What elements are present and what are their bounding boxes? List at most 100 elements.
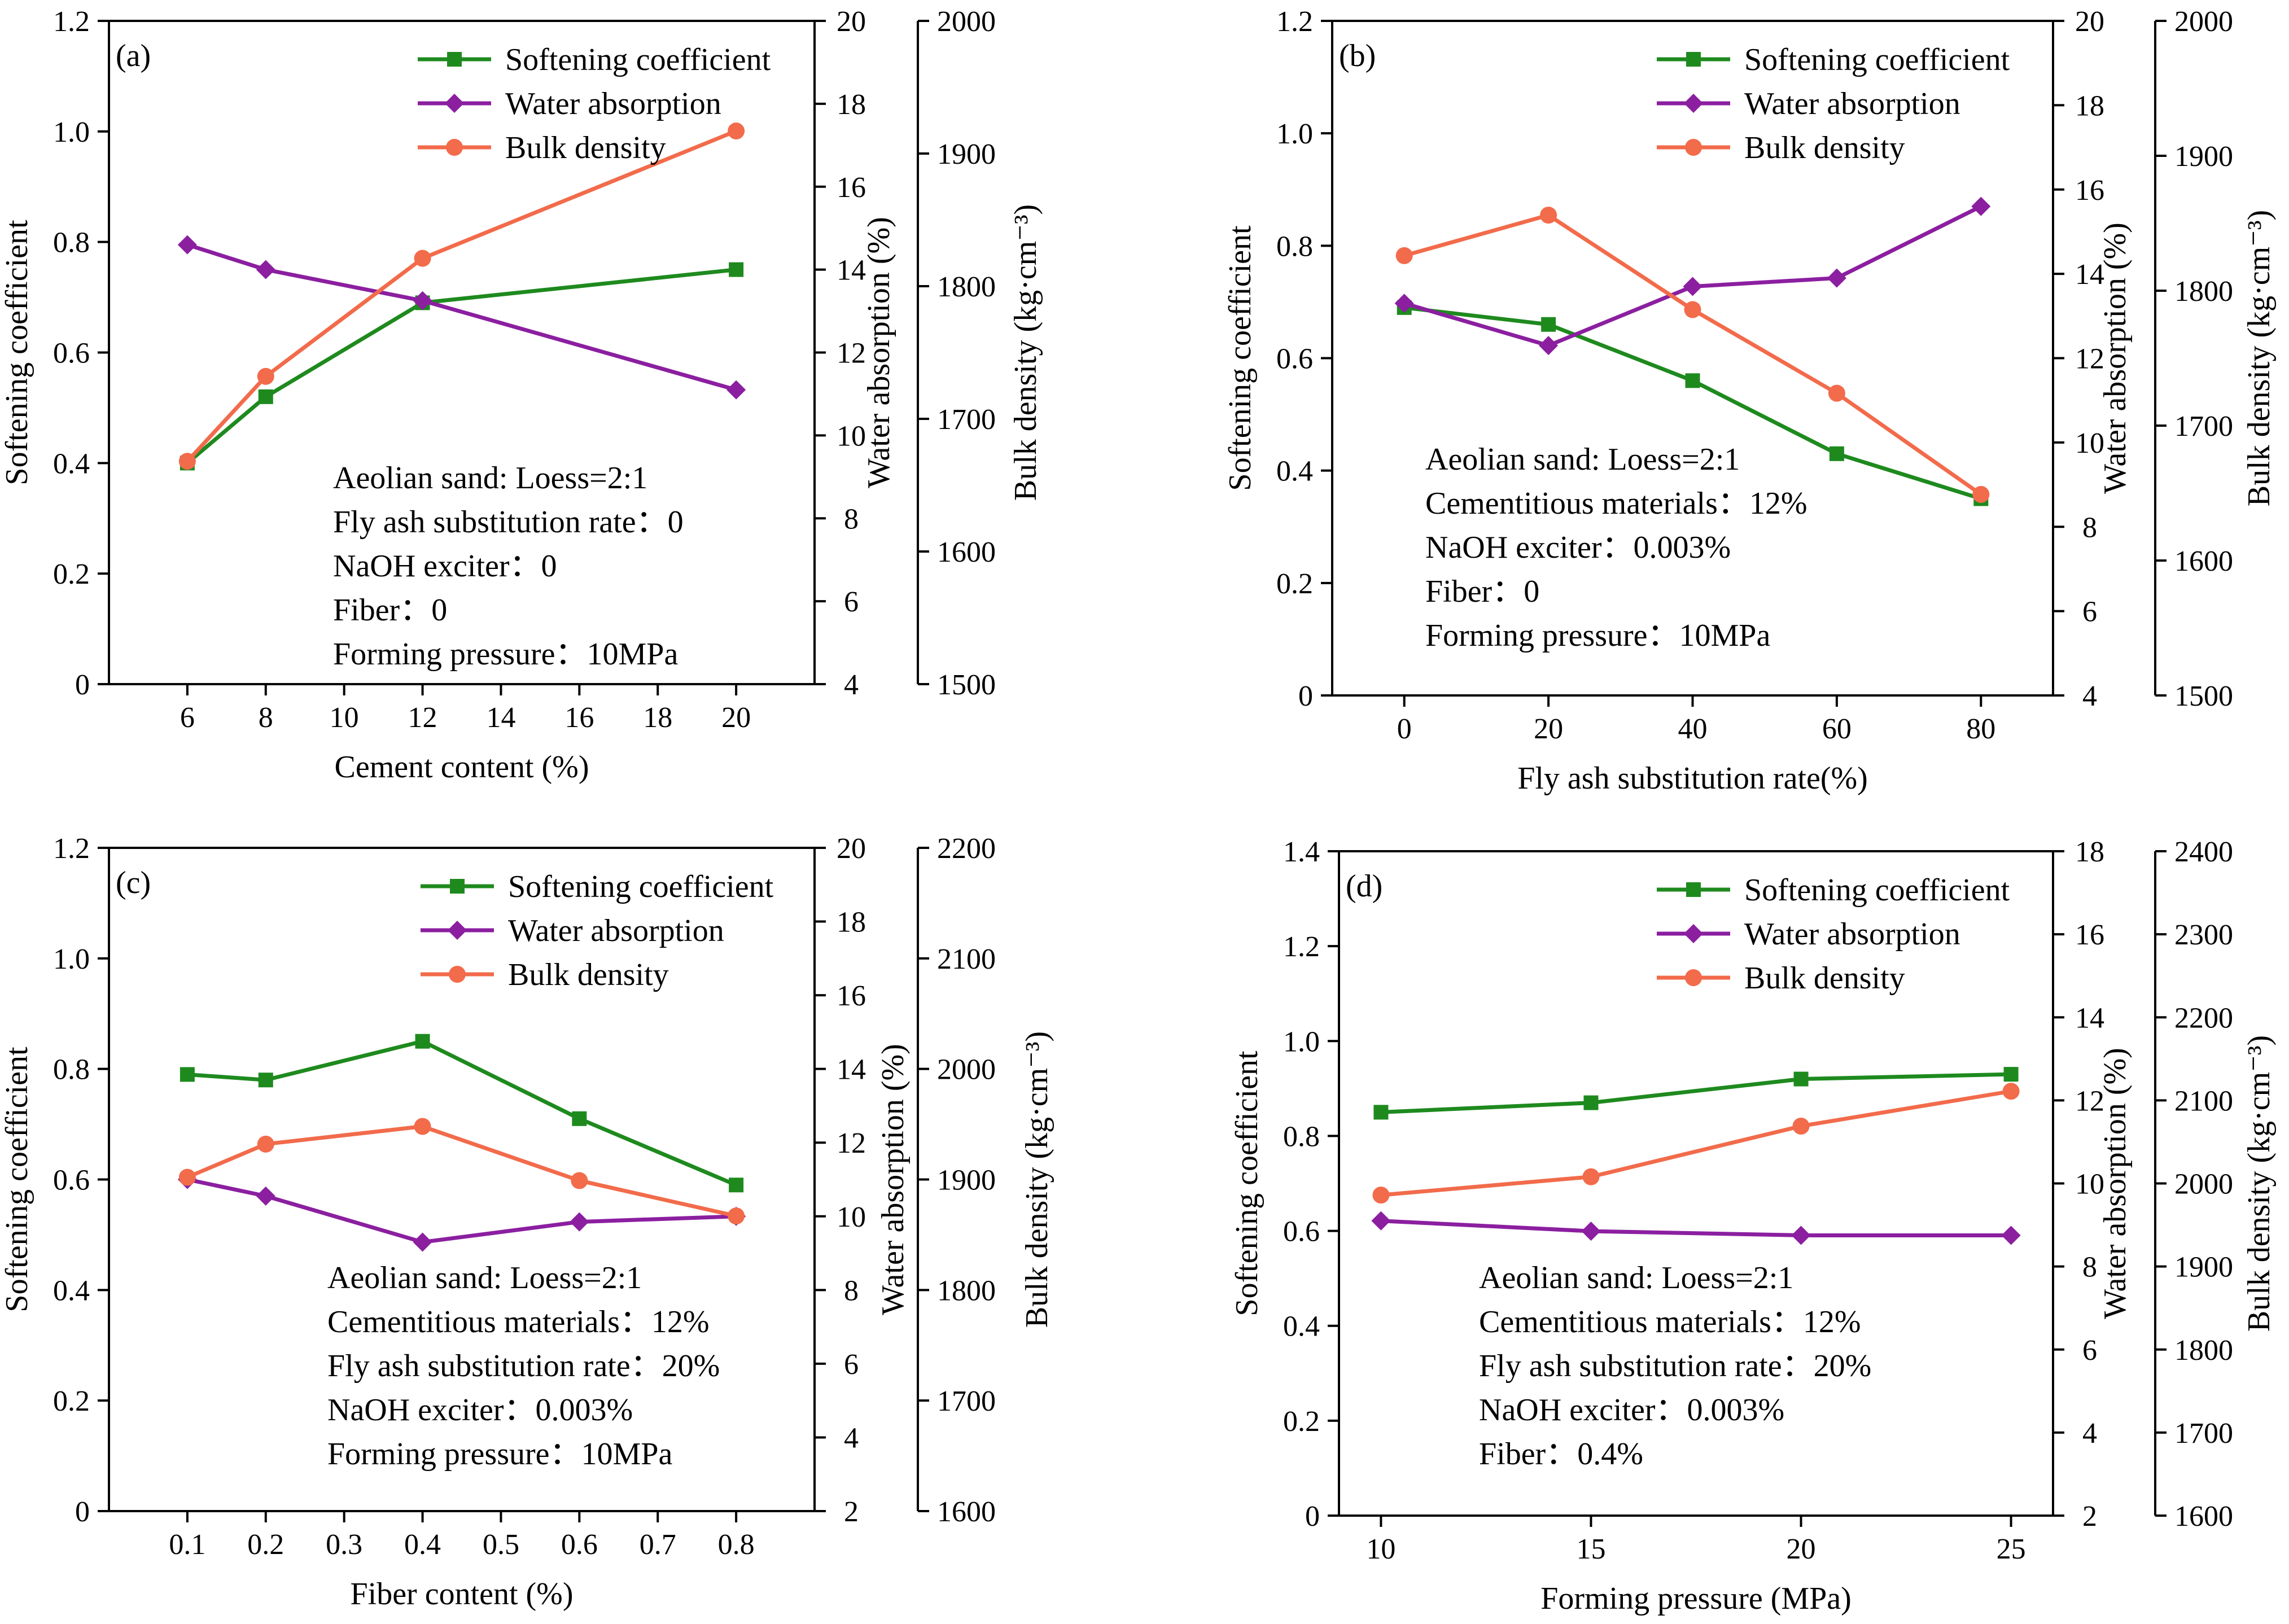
x-tick-label: 0.7	[640, 1529, 676, 1561]
panel-label: (b)	[1339, 38, 1376, 73]
bulk-density-tick-label: 1900	[937, 138, 996, 170]
bulk-density-tick-label: 1800	[2174, 275, 2233, 308]
softening-coefficient-point	[258, 1073, 273, 1088]
chart-panel-1: 6 8 10 12 14 16 18 20 Cement content (%) 0 0.2 0.4 0…	[0, 6, 1043, 785]
water-absorption-line	[187, 1177, 737, 1245]
bulk-density-tick-label: 1600	[937, 1496, 996, 1528]
annotation-text: NaOH exciter：0.003%	[1425, 530, 1731, 565]
water-absorption-tick-label: 6	[844, 586, 859, 618]
y-tick-label: 0.2	[1283, 1406, 1320, 1438]
annotation-text: Fiber：0	[333, 593, 447, 628]
annotation-text: Forming pressure：10MPa	[327, 1437, 672, 1472]
bulk-density-tick-label: 1700	[2174, 1417, 2233, 1450]
legend-marker-softening-coefficient	[447, 52, 462, 67]
x-tick-label: 80	[1966, 713, 1995, 745]
annotation-text: Cementitious materials：12%	[1425, 486, 1807, 521]
water-absorption-tick-label: 20	[837, 833, 866, 865]
water-absorption-point	[1539, 336, 1559, 356]
softening-coefficient-point	[1583, 1095, 1599, 1110]
water-absorption-point	[570, 1212, 589, 1232]
annotation-text: Cementitious materials：12%	[327, 1305, 710, 1340]
softening-coefficient-line	[186, 268, 737, 465]
water-absorption-tick-label: 16	[2075, 919, 2104, 951]
chart-panel-4: 10 15 20 25 Forming pressure (MPa) 0 0.2 0.4 0.6…	[1229, 836, 2277, 1616]
annotation-text: Aeolian sand: Loess=2:1	[1479, 1260, 1793, 1295]
water-absorption-tick-label: 14	[2075, 1002, 2104, 1034]
x-tick-label: 20	[1534, 713, 1563, 745]
annotation-text: NaOH exciter：0	[333, 549, 557, 584]
water-absorption-point	[1683, 277, 1702, 296]
softening-coefficient-point	[572, 1111, 587, 1126]
water-absorption-tick-label: 8	[2082, 1251, 2097, 1284]
water-absorption-point	[256, 260, 275, 279]
softening-coefficient-point	[415, 1034, 430, 1049]
annotation-text: Aeolian sand: Loess=2:1	[1425, 442, 1740, 477]
annotation-text: Fly ash substitution rate：20%	[1479, 1349, 1871, 1384]
panel-label: (d)	[1346, 869, 1382, 904]
water-absorption-tick-label: 4	[844, 1422, 859, 1454]
water-absorption-tick-label: 16	[2075, 174, 2104, 207]
water-absorption-axis-label: Water absorption (%)	[2098, 1048, 2133, 1319]
legend-label-softening-coefficient: Softening coefficient	[505, 42, 771, 77]
bulk-density-point	[1372, 1187, 1390, 1204]
legend-label-bulk-density: Bulk density	[1744, 961, 1905, 996]
water-absorption-point	[1581, 1222, 1601, 1241]
water-absorption-tick-label: 6	[844, 1349, 859, 1381]
x-axis-label: Fiber content (%)	[351, 1577, 574, 1612]
water-absorption-point	[2001, 1225, 2021, 1245]
x-tick-label: 18	[643, 702, 672, 734]
softening-coefficient-line	[1381, 1072, 2011, 1114]
legend-label-water-absorption: Water absorption	[505, 86, 721, 121]
softening-coefficient-line	[187, 1039, 737, 1187]
y-tick-label: 0	[75, 669, 90, 701]
y-tick-label: 1.2	[1283, 931, 1320, 963]
water-absorption-tick-label: 14	[2075, 259, 2104, 291]
x-axis-label: Forming pressure (MPa)	[1540, 1581, 1852, 1616]
annotation-text: NaOH exciter：0.003%	[327, 1393, 633, 1428]
water-absorption-point	[413, 291, 432, 310]
x-tick-label: 0.2	[247, 1529, 284, 1561]
bulk-density-tick-label: 1600	[2174, 545, 2233, 577]
y-tick-label: 0.4	[1283, 1311, 1320, 1343]
bulk-density-point	[257, 1135, 274, 1153]
water-absorption-point	[1371, 1211, 1391, 1231]
water-absorption-point	[1791, 1225, 1811, 1245]
bulk-density-tick-label: 1900	[2174, 141, 2233, 173]
annotation-text: NaOH exciter：0.003%	[1479, 1393, 1784, 1428]
x-tick-label: 15	[1576, 1533, 1605, 1565]
water-absorption-tick-label: 16	[837, 172, 866, 204]
annotation-text: Fly ash substitution rate：0	[333, 505, 684, 540]
x-tick-label: 0.3	[326, 1529, 362, 1561]
bulk-density-tick-label: 2100	[2174, 1085, 2233, 1117]
water-absorption-tick-label: 18	[2075, 836, 2104, 868]
bulk-density-point	[414, 1118, 431, 1135]
bulk-density-tick-label: 2000	[937, 6, 996, 38]
bulk-density-point	[178, 1168, 196, 1186]
legend-marker-water-absorption	[1684, 94, 1703, 113]
bulk-density-point	[571, 1172, 588, 1189]
water-absorption-tick-label: 18	[837, 89, 866, 121]
water-absorption-point	[413, 1232, 432, 1252]
bulk-density-tick-label: 2000	[2174, 6, 2233, 38]
water-absorption-tick-label: 6	[2082, 596, 2097, 628]
bulk-density-line	[186, 129, 737, 463]
y-tick-label: 0	[1298, 680, 1313, 712]
bulk-density-point	[1540, 207, 1557, 224]
legend-marker-bulk-density	[449, 966, 466, 983]
panel-label: (c)	[116, 865, 151, 900]
water-absorption-point	[256, 1186, 275, 1206]
x-tick-label: 20	[1787, 1533, 1816, 1565]
legend-label-softening-coefficient: Softening coefficient	[1744, 873, 2010, 908]
annotation-text: Fly ash substitution rate：20%	[327, 1349, 720, 1384]
softening-coefficient-point	[729, 262, 744, 277]
y-tick-label: 0.2	[53, 1385, 90, 1417]
y-tick-label: 0.4	[1276, 456, 1313, 488]
bulk-density-axis-label: Bulk density (kg·cm⁻³)	[1019, 1031, 1054, 1328]
bulk-density-tick-label: 2100	[937, 943, 996, 975]
y-tick-label: 0.6	[53, 338, 90, 370]
panel-label: (a)	[116, 38, 151, 73]
water-absorption-tick-label: 8	[2082, 511, 2097, 544]
y-tick-label: 0.8	[53, 1054, 90, 1086]
annotation-text: Aeolian sand: Loess=2:1	[333, 461, 647, 496]
